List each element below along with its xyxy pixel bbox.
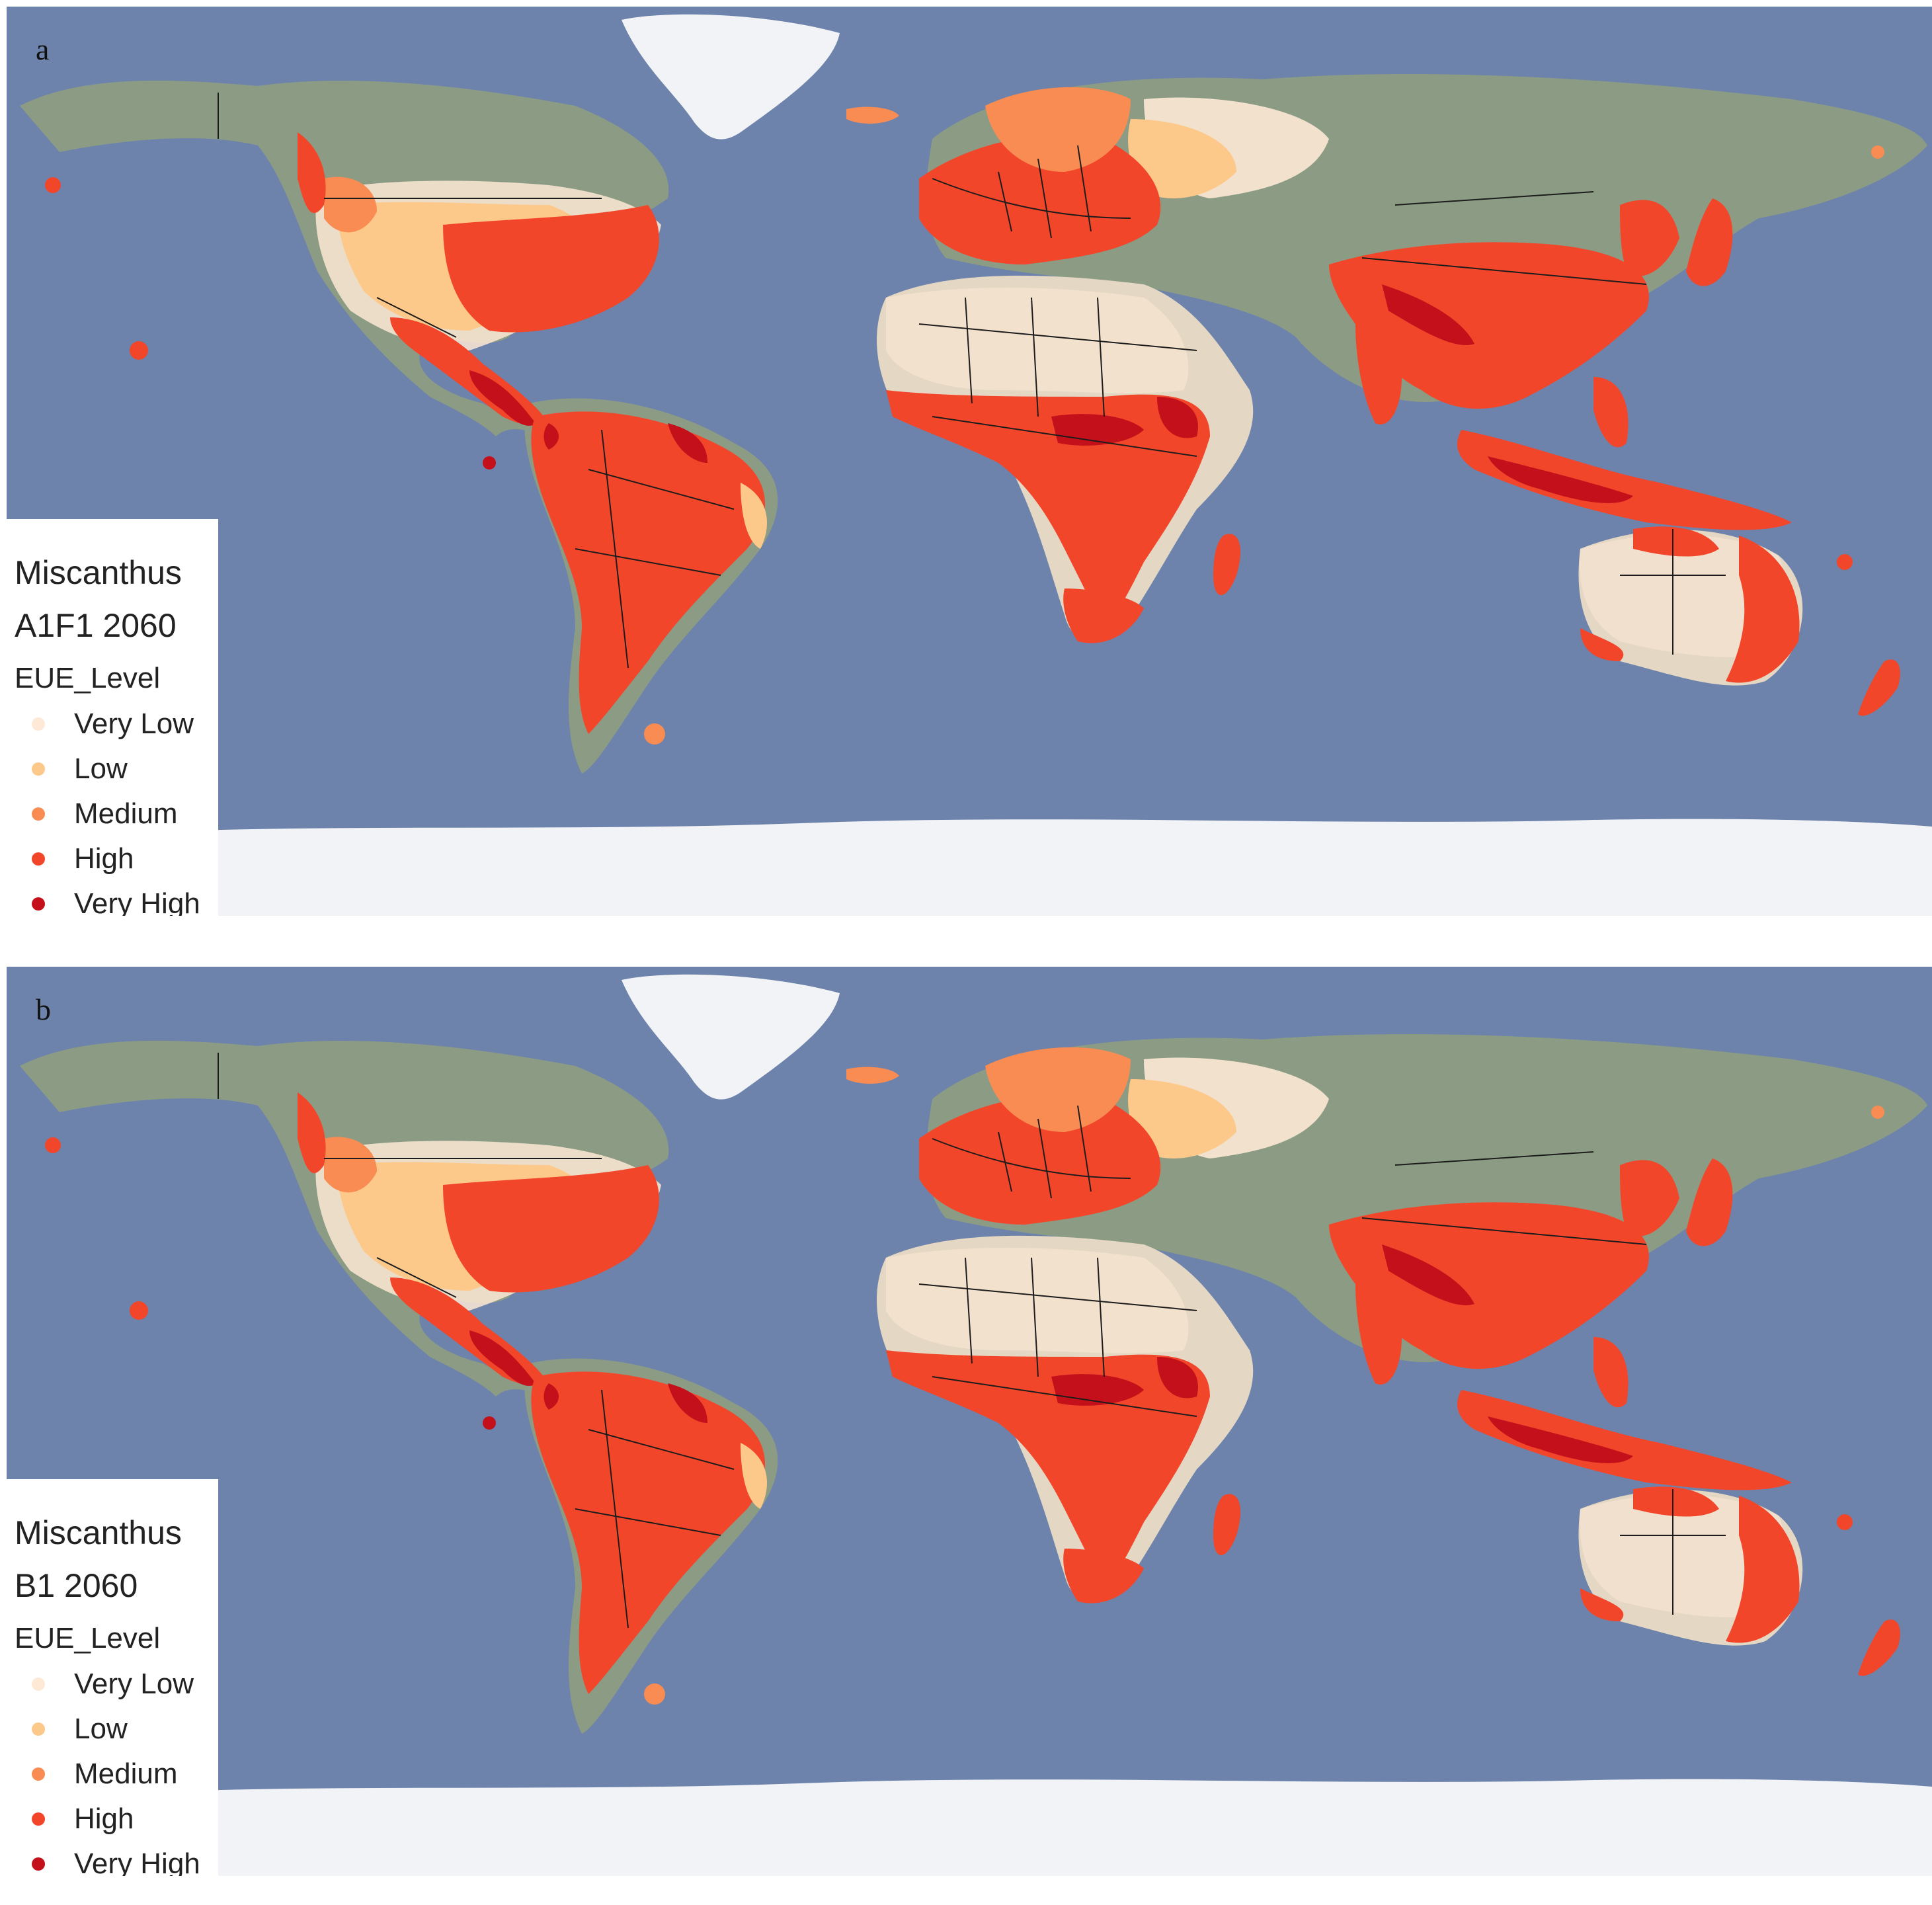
legend-label: Very High — [74, 1847, 200, 1876]
very-high-swatch-icon — [32, 1857, 45, 1871]
map-panel-a: a Miscanthus A1F1 2060 EUE_Level Very Lo… — [7, 7, 1932, 916]
legend-crop: Miscanthus — [15, 554, 182, 591]
panel-label: b — [36, 993, 51, 1026]
legend-label: Low — [74, 752, 128, 785]
legend-label: High — [74, 1803, 134, 1835]
high-swatch-icon — [32, 852, 45, 866]
legend-item-very-high: Very High — [32, 885, 200, 916]
legend-a: Miscanthus A1F1 2060 EUE_Level Very Low … — [7, 519, 218, 916]
world-map-a — [7, 7, 1932, 916]
legend-item-low: Low — [32, 750, 128, 788]
legend-item-very-low: Very Low — [32, 1666, 194, 1703]
legend-item-high: High — [32, 840, 134, 877]
low-swatch-icon — [32, 1723, 45, 1736]
legend-field: EUE_Level — [15, 662, 161, 694]
legend-label: Very Low — [74, 1668, 194, 1700]
map-panel-b: b Miscanthus B1 2060 EUE_Level Very Low … — [7, 967, 1932, 1876]
very-low-swatch-icon — [32, 717, 45, 731]
legend-field: EUE_Level — [15, 1622, 161, 1654]
legend-item-very-low: Very Low — [32, 706, 194, 743]
world-map-b — [7, 967, 1932, 1876]
legend-item-low: Low — [32, 1711, 128, 1748]
legend-item-medium: Medium — [32, 795, 178, 832]
legend-label: Low — [74, 1713, 128, 1745]
legend-scenario: B1 2060 — [15, 1567, 138, 1604]
legend-item-medium: Medium — [32, 1756, 178, 1793]
medium-swatch-icon — [32, 807, 45, 821]
high-swatch-icon — [32, 1812, 45, 1826]
legend-label: High — [74, 842, 134, 875]
legend-label: Very Low — [74, 708, 194, 740]
legend-item-high: High — [32, 1801, 134, 1838]
legend-scenario: A1F1 2060 — [15, 607, 177, 644]
legend-b: Miscanthus B1 2060 EUE_Level Very Low Lo… — [7, 1479, 218, 1876]
legend-label: Medium — [74, 1758, 178, 1790]
legend-item-very-high: Very High — [32, 1845, 200, 1876]
low-swatch-icon — [32, 762, 45, 776]
medium-swatch-icon — [32, 1767, 45, 1781]
legend-crop: Miscanthus — [15, 1514, 182, 1551]
legend-label: Medium — [74, 797, 178, 830]
very-high-swatch-icon — [32, 897, 45, 911]
very-low-swatch-icon — [32, 1678, 45, 1691]
panel-label: a — [36, 32, 50, 66]
legend-label: Very High — [74, 887, 200, 916]
